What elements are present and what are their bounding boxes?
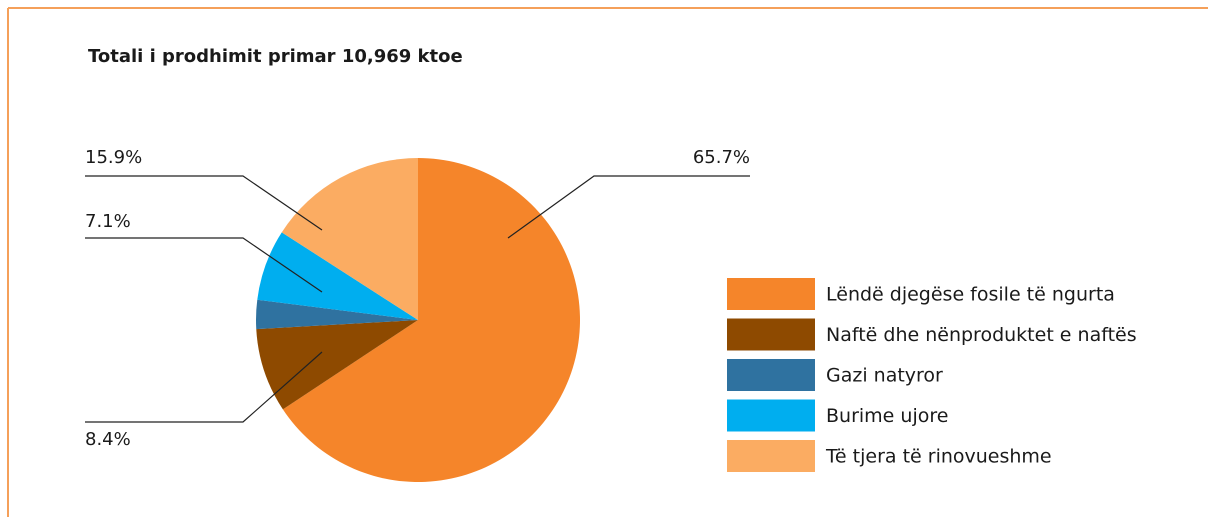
- legend-swatch: [727, 278, 815, 310]
- data-label: 7.1%: [85, 211, 131, 232]
- legend-swatch: [727, 318, 815, 351]
- data-label: 65.7%: [693, 147, 750, 168]
- pie-slice: [256, 299, 418, 330]
- pie-slice: [281, 158, 418, 320]
- data-label: 15.9%: [85, 147, 142, 168]
- legend-label: Lëndë djegëse fosile të ngurta: [826, 284, 1115, 306]
- legend-label: Naftë dhe nënproduktet e naftës: [826, 324, 1137, 346]
- pie-slice: [256, 320, 418, 410]
- legend-label: Të tjera të rinovueshme: [825, 446, 1052, 468]
- legend-label: Burime ujore: [826, 405, 948, 427]
- pie-slice: [282, 158, 580, 482]
- leader-line: [507, 175, 750, 239]
- pie-slice: [257, 232, 418, 320]
- legend-swatch: [727, 440, 815, 472]
- chart-title: Totali i prodhimit primar 10,969 ktoe: [88, 46, 463, 67]
- leader-line: [85, 175, 323, 231]
- data-label: 8.4%: [85, 429, 131, 450]
- leader-line: [85, 351, 323, 423]
- leader-line: [85, 237, 323, 293]
- legend-swatch: [727, 359, 815, 391]
- legend-label: Gazi natyror: [826, 365, 943, 387]
- legend-swatch: [727, 399, 815, 432]
